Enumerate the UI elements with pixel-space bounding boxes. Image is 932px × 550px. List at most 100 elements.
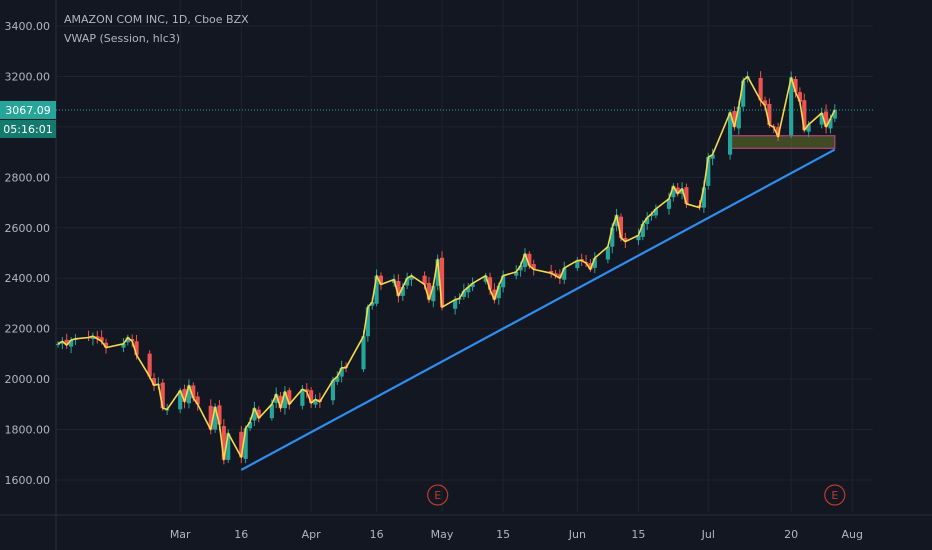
candle [313,394,318,408]
x-tick-label: Mar [170,528,191,541]
candle-body [151,378,157,386]
candle-body [806,124,811,132]
candle [789,71,794,138]
countdown-value: 05:16:01 [3,123,52,136]
indicator-label: VWAP (Session, hlc3) [64,32,181,45]
candle-body [710,154,715,159]
candle-body [789,77,794,136]
candle-body [195,396,200,405]
price-tag-value: 3067.09 [5,104,51,117]
price-tag-box [0,100,56,119]
candle-body [426,283,432,300]
candle-body [178,390,183,410]
candle [287,387,292,410]
candle-body [208,405,213,430]
candle-body [274,394,279,403]
candle [121,337,126,353]
candle [147,350,152,380]
candle [256,406,261,423]
candle-body [239,431,244,458]
candle-body [339,367,344,377]
candle [501,270,506,293]
candle-body [378,275,384,285]
candle-body [728,112,733,155]
candle [824,104,829,134]
candle-body [439,257,445,308]
candle-body [125,337,130,343]
candle [282,386,288,415]
candle-body [461,290,466,297]
earnings-marker-label: E [831,489,838,502]
candle-body [147,353,152,377]
candle-body [741,80,746,107]
x-tick-label: Jul [701,528,715,541]
earnings-marker[interactable]: E [824,484,846,506]
candle-body [819,113,824,125]
candle-body [103,342,109,348]
candle [483,272,488,285]
y-tick-label: 1800.00 [5,424,51,437]
candle [182,384,187,409]
candle-body [518,265,523,271]
candle-body [282,391,288,409]
countdown-box [0,119,56,138]
candle-body [64,339,69,346]
candle-body [610,227,615,247]
x-tick-label: May [431,528,454,541]
trend-line [240,148,836,471]
candle-body [514,271,519,276]
candle-body [247,421,253,429]
candle [55,341,61,348]
candle [549,264,554,278]
earnings-marker[interactable]: E [427,484,449,506]
candle-body [767,103,772,125]
candle-body [278,395,283,409]
candle [335,371,340,385]
candle [304,383,309,399]
y-tick-label: 2200.00 [5,323,51,336]
candle-body [453,299,458,309]
candle-body [531,264,536,270]
candle-body [758,77,763,101]
candle-body [492,289,497,300]
candle-body [186,385,191,404]
vwap-line [57,75,836,461]
candle-body [300,389,305,406]
candle-body [361,336,366,370]
candle-body [623,237,628,242]
candle-body [409,275,414,280]
candle [575,257,580,271]
y-tick-label: 3400.00 [5,20,51,33]
candle-body [304,389,309,392]
candle-body [90,336,95,340]
y-tick-label: 3200.00 [5,70,51,83]
candle-body [671,186,676,198]
candle-body [243,428,248,459]
candle-body [256,409,261,419]
candle [522,248,528,272]
candle [274,387,279,409]
candle-body [374,275,379,304]
candle-body [309,390,314,404]
candle [90,332,95,346]
candle [666,192,672,215]
x-tick-label: 20 [784,528,798,541]
candle-body [675,187,680,194]
candle-body [99,337,104,342]
candle [728,109,733,160]
candle-body [487,277,493,290]
candle-body [605,246,610,260]
candle [553,270,558,279]
candle [339,360,344,383]
x-tick-label: Apr [302,528,322,541]
candle [151,373,157,391]
candle-body [732,110,737,127]
candle-body [649,213,654,217]
candle [86,330,91,342]
candle-body [130,339,135,342]
candle [636,228,641,245]
candle-body [527,253,532,266]
candle [103,338,109,354]
